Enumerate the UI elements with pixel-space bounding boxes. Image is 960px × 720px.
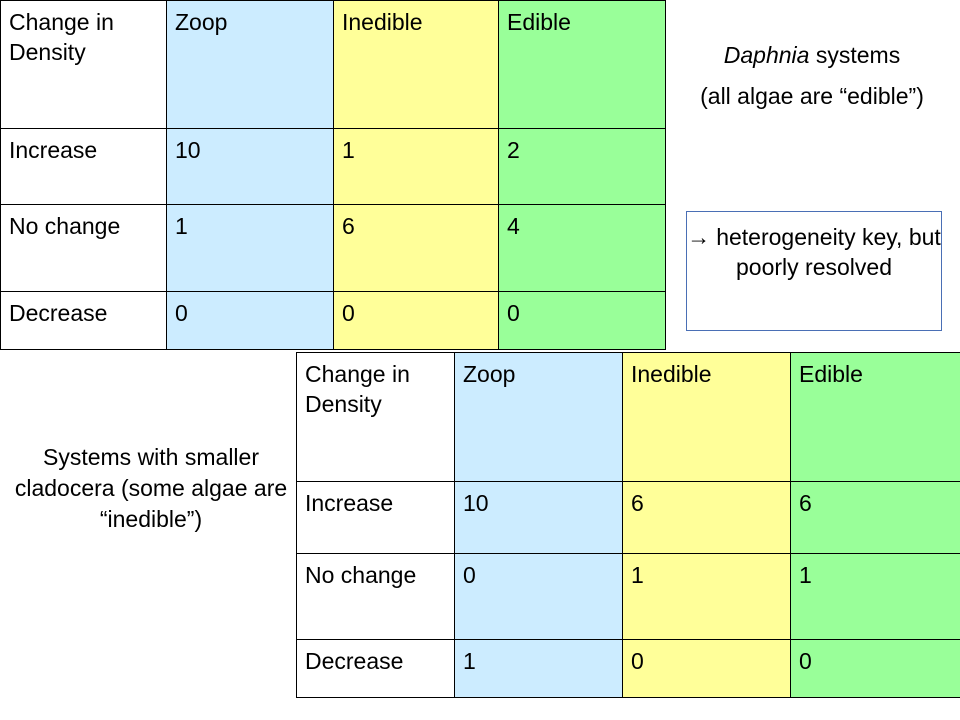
inedible-cell: 1 bbox=[333, 128, 499, 205]
table-row: Decrease 0 0 0 bbox=[0, 291, 666, 350]
table-row: Increase 10 1 2 bbox=[0, 128, 666, 205]
row-label-cell: Increase bbox=[296, 481, 455, 554]
edible-cell: 6 bbox=[790, 481, 960, 554]
edible-cell: 0 bbox=[498, 291, 666, 350]
inedible-cell: 6 bbox=[333, 204, 499, 292]
daphnia-title-rest: systems bbox=[809, 42, 901, 68]
table-row: No change 0 1 1 bbox=[296, 553, 960, 640]
zoop-cell: 10 bbox=[166, 128, 334, 205]
header-inedible-cell: Inedible bbox=[622, 352, 791, 482]
inedible-cell: 0 bbox=[622, 639, 791, 698]
table-header-row: Change in Density Zoop Inedible Edible bbox=[296, 352, 960, 482]
zoop-cell: 10 bbox=[454, 481, 623, 554]
small-cladocera-note: Systems with smaller cladocera (some alg… bbox=[14, 444, 288, 532]
daphnia-density-table: Change in Density Zoop Inedible Edible I… bbox=[0, 0, 666, 350]
edible-cell: 4 bbox=[498, 204, 666, 292]
table-row: Increase 10 6 6 bbox=[296, 481, 960, 554]
zoop-cell: 0 bbox=[454, 553, 623, 640]
row-label-cell: Decrease bbox=[0, 291, 167, 350]
zoop-cell: 1 bbox=[166, 204, 334, 292]
daphnia-note-subtitle: (all algae are “edible”) bbox=[700, 83, 924, 109]
zoop-cell: 0 bbox=[166, 291, 334, 350]
header-edible-cell: Edible bbox=[498, 0, 666, 129]
header-label-cell: Change in Density bbox=[0, 0, 167, 129]
small-cladocera-density-table: Change in Density Zoop Inedible Edible I… bbox=[296, 352, 960, 698]
inedible-cell: 1 bbox=[622, 553, 791, 640]
table-row: No change 1 6 4 bbox=[0, 204, 666, 292]
row-label-cell: No change bbox=[296, 553, 455, 640]
row-label-cell: Increase bbox=[0, 128, 167, 205]
table-header-row: Change in Density Zoop Inedible Edible bbox=[0, 0, 666, 129]
daphnia-italic-word: Daphnia bbox=[723, 42, 810, 68]
header-inedible-cell: Inedible bbox=[333, 0, 499, 129]
edible-cell: 2 bbox=[498, 128, 666, 205]
heterogeneity-text: heterogeneity key, but poorly resolved bbox=[716, 224, 941, 280]
daphnia-note-title: Daphnia systems bbox=[676, 40, 948, 71]
header-edible-cell: Edible bbox=[790, 352, 960, 482]
right-arrow-icon: → bbox=[687, 224, 711, 250]
edible-cell: 1 bbox=[790, 553, 960, 640]
row-label-cell: Decrease bbox=[296, 639, 455, 698]
row-label-cell: No change bbox=[0, 204, 167, 292]
inedible-cell: 6 bbox=[622, 481, 791, 554]
zoop-cell: 1 bbox=[454, 639, 623, 698]
daphnia-systems-note: Daphnia systems (all algae are “edible”) bbox=[676, 40, 948, 112]
header-label-cell: Change in Density bbox=[296, 352, 455, 482]
header-zoop-cell: Zoop bbox=[166, 0, 334, 129]
heterogeneity-callout-box: → heterogeneity key, but poorly resolved bbox=[686, 211, 942, 331]
inedible-cell: 0 bbox=[333, 291, 499, 350]
header-zoop-cell: Zoop bbox=[454, 352, 623, 482]
table-row: Decrease 1 0 0 bbox=[296, 639, 960, 698]
edible-cell: 0 bbox=[790, 639, 960, 698]
